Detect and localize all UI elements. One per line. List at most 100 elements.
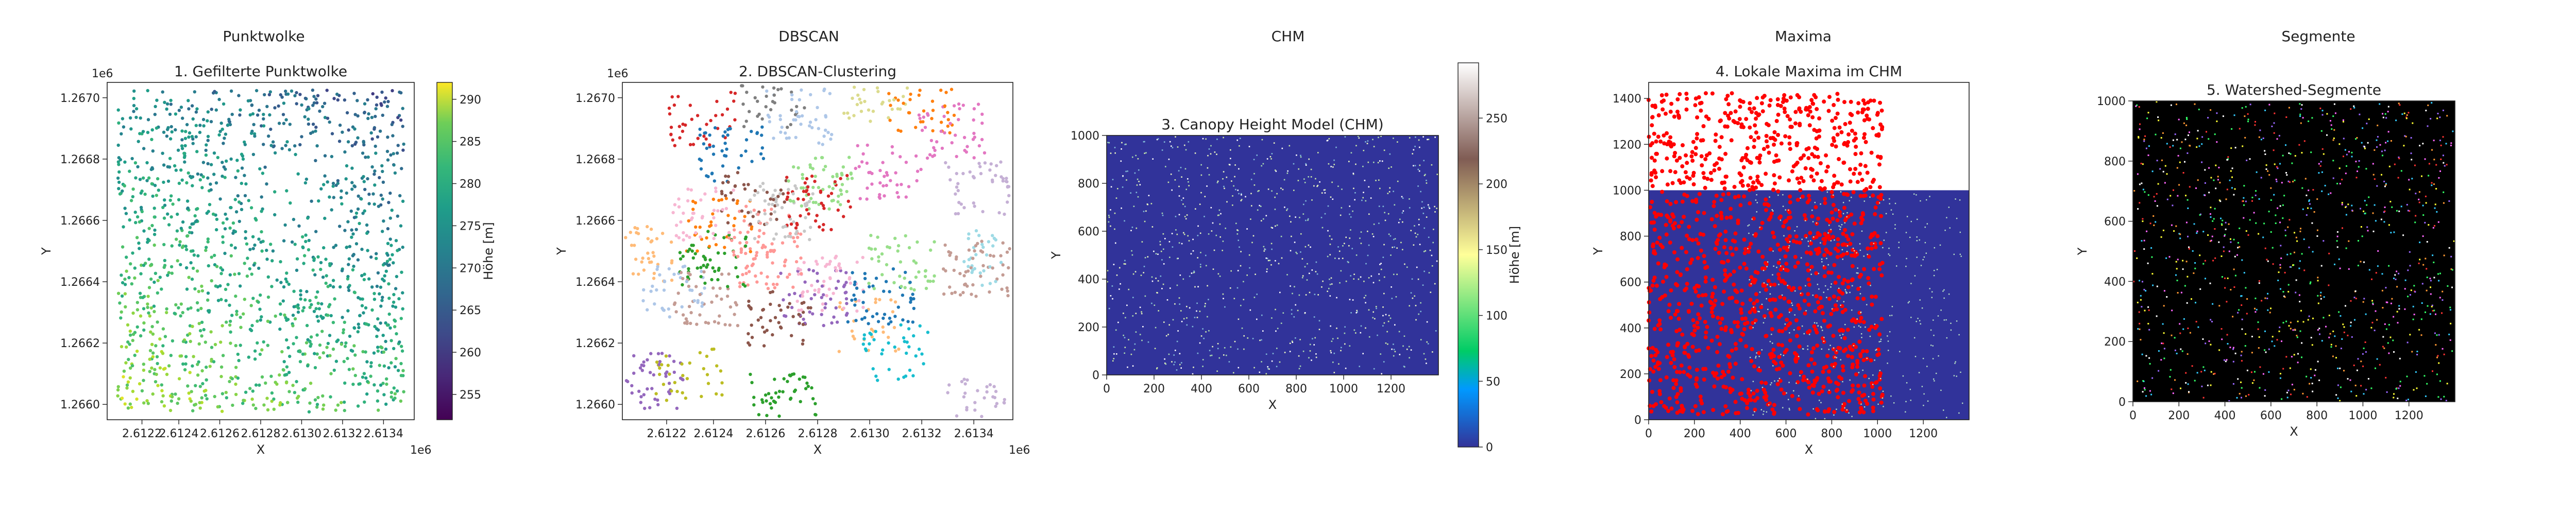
data-point (642, 360, 646, 364)
data-point (221, 354, 225, 357)
pixel (1211, 354, 1213, 356)
pixel (1331, 238, 1333, 240)
data-point (345, 111, 349, 115)
data-point (790, 93, 794, 97)
data-point (123, 292, 127, 296)
maximum-marker (1692, 323, 1697, 328)
data-point (776, 195, 780, 198)
pixel (1188, 185, 1190, 186)
data-point (284, 381, 289, 385)
pixel (1360, 243, 1362, 244)
data-point (709, 118, 713, 123)
data-point (653, 398, 657, 401)
data-point (922, 115, 926, 119)
maximum-marker (1675, 309, 1680, 314)
maximum-marker (1782, 93, 1787, 97)
data-point (765, 94, 768, 98)
data-point (895, 191, 899, 195)
data-point (807, 268, 811, 271)
data-point (243, 262, 246, 265)
data-point (650, 387, 654, 390)
data-point (690, 244, 693, 247)
plot-area (624, 84, 1011, 418)
pixel (1359, 237, 1361, 239)
data-point (301, 245, 304, 249)
pixel (1362, 353, 1364, 354)
data-point (385, 323, 389, 327)
data-point (835, 320, 839, 324)
data-point (832, 315, 836, 319)
maximum-marker (1805, 378, 1809, 383)
pixel (1178, 170, 1180, 171)
maximum-marker (1775, 367, 1779, 372)
data-point (760, 398, 764, 402)
data-point (714, 243, 718, 247)
pixel (1234, 340, 1236, 342)
data-point (716, 127, 720, 130)
data-point (192, 253, 196, 257)
pixel (1287, 170, 1289, 172)
pixel (1110, 225, 1111, 227)
pixel (1117, 188, 1118, 190)
data-point (957, 102, 961, 106)
maximum-marker (1665, 131, 1669, 135)
maximum-marker (1764, 381, 1768, 385)
maximum-marker (1878, 100, 1883, 105)
pixel (1169, 256, 1171, 258)
data-point (367, 193, 371, 196)
data-point (190, 390, 193, 393)
y-axis-label: Y (554, 247, 569, 255)
pixel (1299, 339, 1301, 340)
data-point (132, 89, 136, 93)
data-point (121, 117, 125, 121)
pixel (1323, 189, 1325, 191)
data-point (196, 363, 199, 366)
pixel (1297, 310, 1299, 312)
data-point (781, 241, 785, 245)
data-point (887, 92, 891, 95)
data-point (248, 248, 252, 251)
pixel (1131, 254, 1133, 256)
data-point (790, 108, 793, 112)
data-point (375, 256, 378, 260)
pixel (1394, 204, 1396, 206)
data-point (657, 363, 661, 367)
data-point (200, 186, 204, 190)
pixel (1114, 147, 1116, 148)
data-point (312, 101, 316, 105)
y-tick-label: 600 (1078, 226, 1099, 238)
maximum-marker (1734, 299, 1738, 304)
data-point (298, 143, 302, 147)
pixel (1299, 217, 1300, 218)
maximum-marker (1725, 94, 1730, 98)
data-point (946, 111, 950, 114)
pixel (1239, 246, 1240, 248)
data-point (767, 202, 771, 206)
maximum-marker (1753, 278, 1758, 282)
data-point (878, 181, 882, 185)
data-point (723, 154, 726, 158)
data-point (867, 108, 871, 112)
pixel (1132, 365, 1134, 367)
data-point (401, 148, 405, 152)
maximum-marker (1835, 307, 1839, 312)
data-point (715, 364, 719, 368)
data-point (883, 313, 887, 316)
pixel (1134, 271, 1137, 272)
maximum-marker (1806, 156, 1811, 161)
pixel (1329, 295, 1331, 297)
data-point (396, 249, 399, 252)
pixel (1186, 305, 1188, 307)
data-point (362, 141, 366, 144)
data-point (137, 241, 141, 245)
maximum-marker (1780, 343, 1785, 348)
pixel (1270, 264, 1272, 266)
data-point (363, 209, 366, 213)
maximum-marker (1787, 178, 1791, 183)
maximum-marker (1866, 107, 1870, 111)
pixel (1174, 303, 1176, 305)
maximum-marker (1775, 382, 1780, 387)
pixel (1313, 316, 1315, 318)
data-point (152, 304, 156, 308)
pixel (1173, 354, 1175, 356)
